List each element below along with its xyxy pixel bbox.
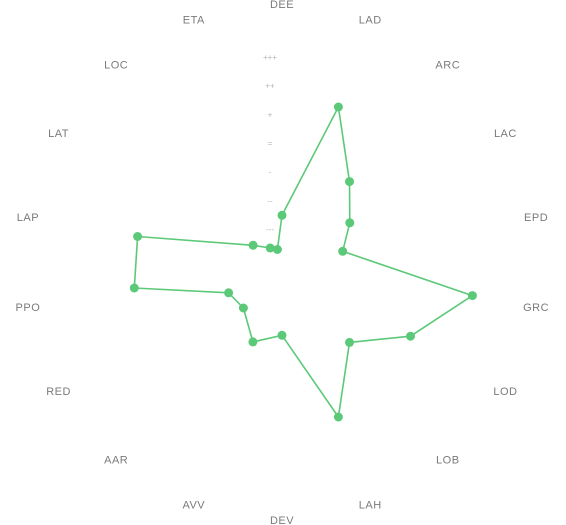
category-label-lob: LOB	[436, 455, 460, 467]
data-point-dev	[277, 330, 287, 340]
category-label-epd: EPD	[524, 212, 548, 224]
category-label-arc: ARC	[435, 59, 460, 71]
radial-tick-labels: ++++++=------	[263, 53, 277, 234]
category-label-loc: LOC	[104, 59, 128, 71]
tick-label-4: -	[269, 168, 272, 177]
data-point-aar	[238, 303, 248, 313]
data-point-lah	[333, 412, 343, 422]
data-point-red	[224, 288, 234, 298]
data-point-eta	[272, 245, 282, 254]
tick-label-0: +++	[263, 53, 277, 62]
data-point-epd	[338, 246, 348, 256]
tick-label-6: ---	[266, 225, 274, 234]
data-point-lap	[133, 232, 143, 241]
category-label-dev: DEV	[270, 515, 294, 525]
tick-label-5: --	[267, 196, 273, 205]
category-label-lap: LAP	[17, 212, 39, 224]
tick-label-2: +	[268, 110, 273, 119]
category-label-lat: LAT	[48, 128, 69, 140]
tick-label-3: =	[268, 139, 273, 148]
data-point-dee	[277, 210, 287, 220]
data-point-lac	[345, 218, 355, 228]
series-layer	[129, 102, 477, 422]
category-label-grc: GRC	[523, 302, 549, 314]
category-label-lad: LAD	[359, 15, 382, 27]
category-label-aar: AAR	[104, 455, 128, 467]
category-label-eta: ETA	[183, 15, 205, 27]
category-label-dee: DEE	[270, 0, 294, 11]
category-label-lah: LAH	[359, 499, 382, 511]
data-point-lod	[406, 331, 415, 341]
data-point-arc	[345, 177, 354, 187]
data-point-lad	[333, 102, 343, 112]
data-point-lob	[345, 337, 354, 347]
category-label-avv: AVV	[182, 499, 205, 511]
data-point-avv	[248, 337, 258, 347]
data-point-lat	[248, 240, 258, 250]
category-label-lac: LAC	[494, 128, 517, 140]
data-point-ppo	[129, 283, 139, 293]
tick-label-1: ++	[265, 82, 275, 91]
data-point-grc	[467, 291, 477, 301]
category-label-red: RED	[46, 386, 71, 398]
category-label-ppo: PPO	[16, 302, 41, 314]
data-point-loc	[265, 243, 275, 253]
category-labels: DEE LAD ARC LAC EPD GRC LOD LOB LAH DEV AVV AAR RED P…	[16, 0, 549, 525]
category-label-lod: LOD	[493, 386, 517, 398]
series-outline-0	[133, 106, 474, 418]
